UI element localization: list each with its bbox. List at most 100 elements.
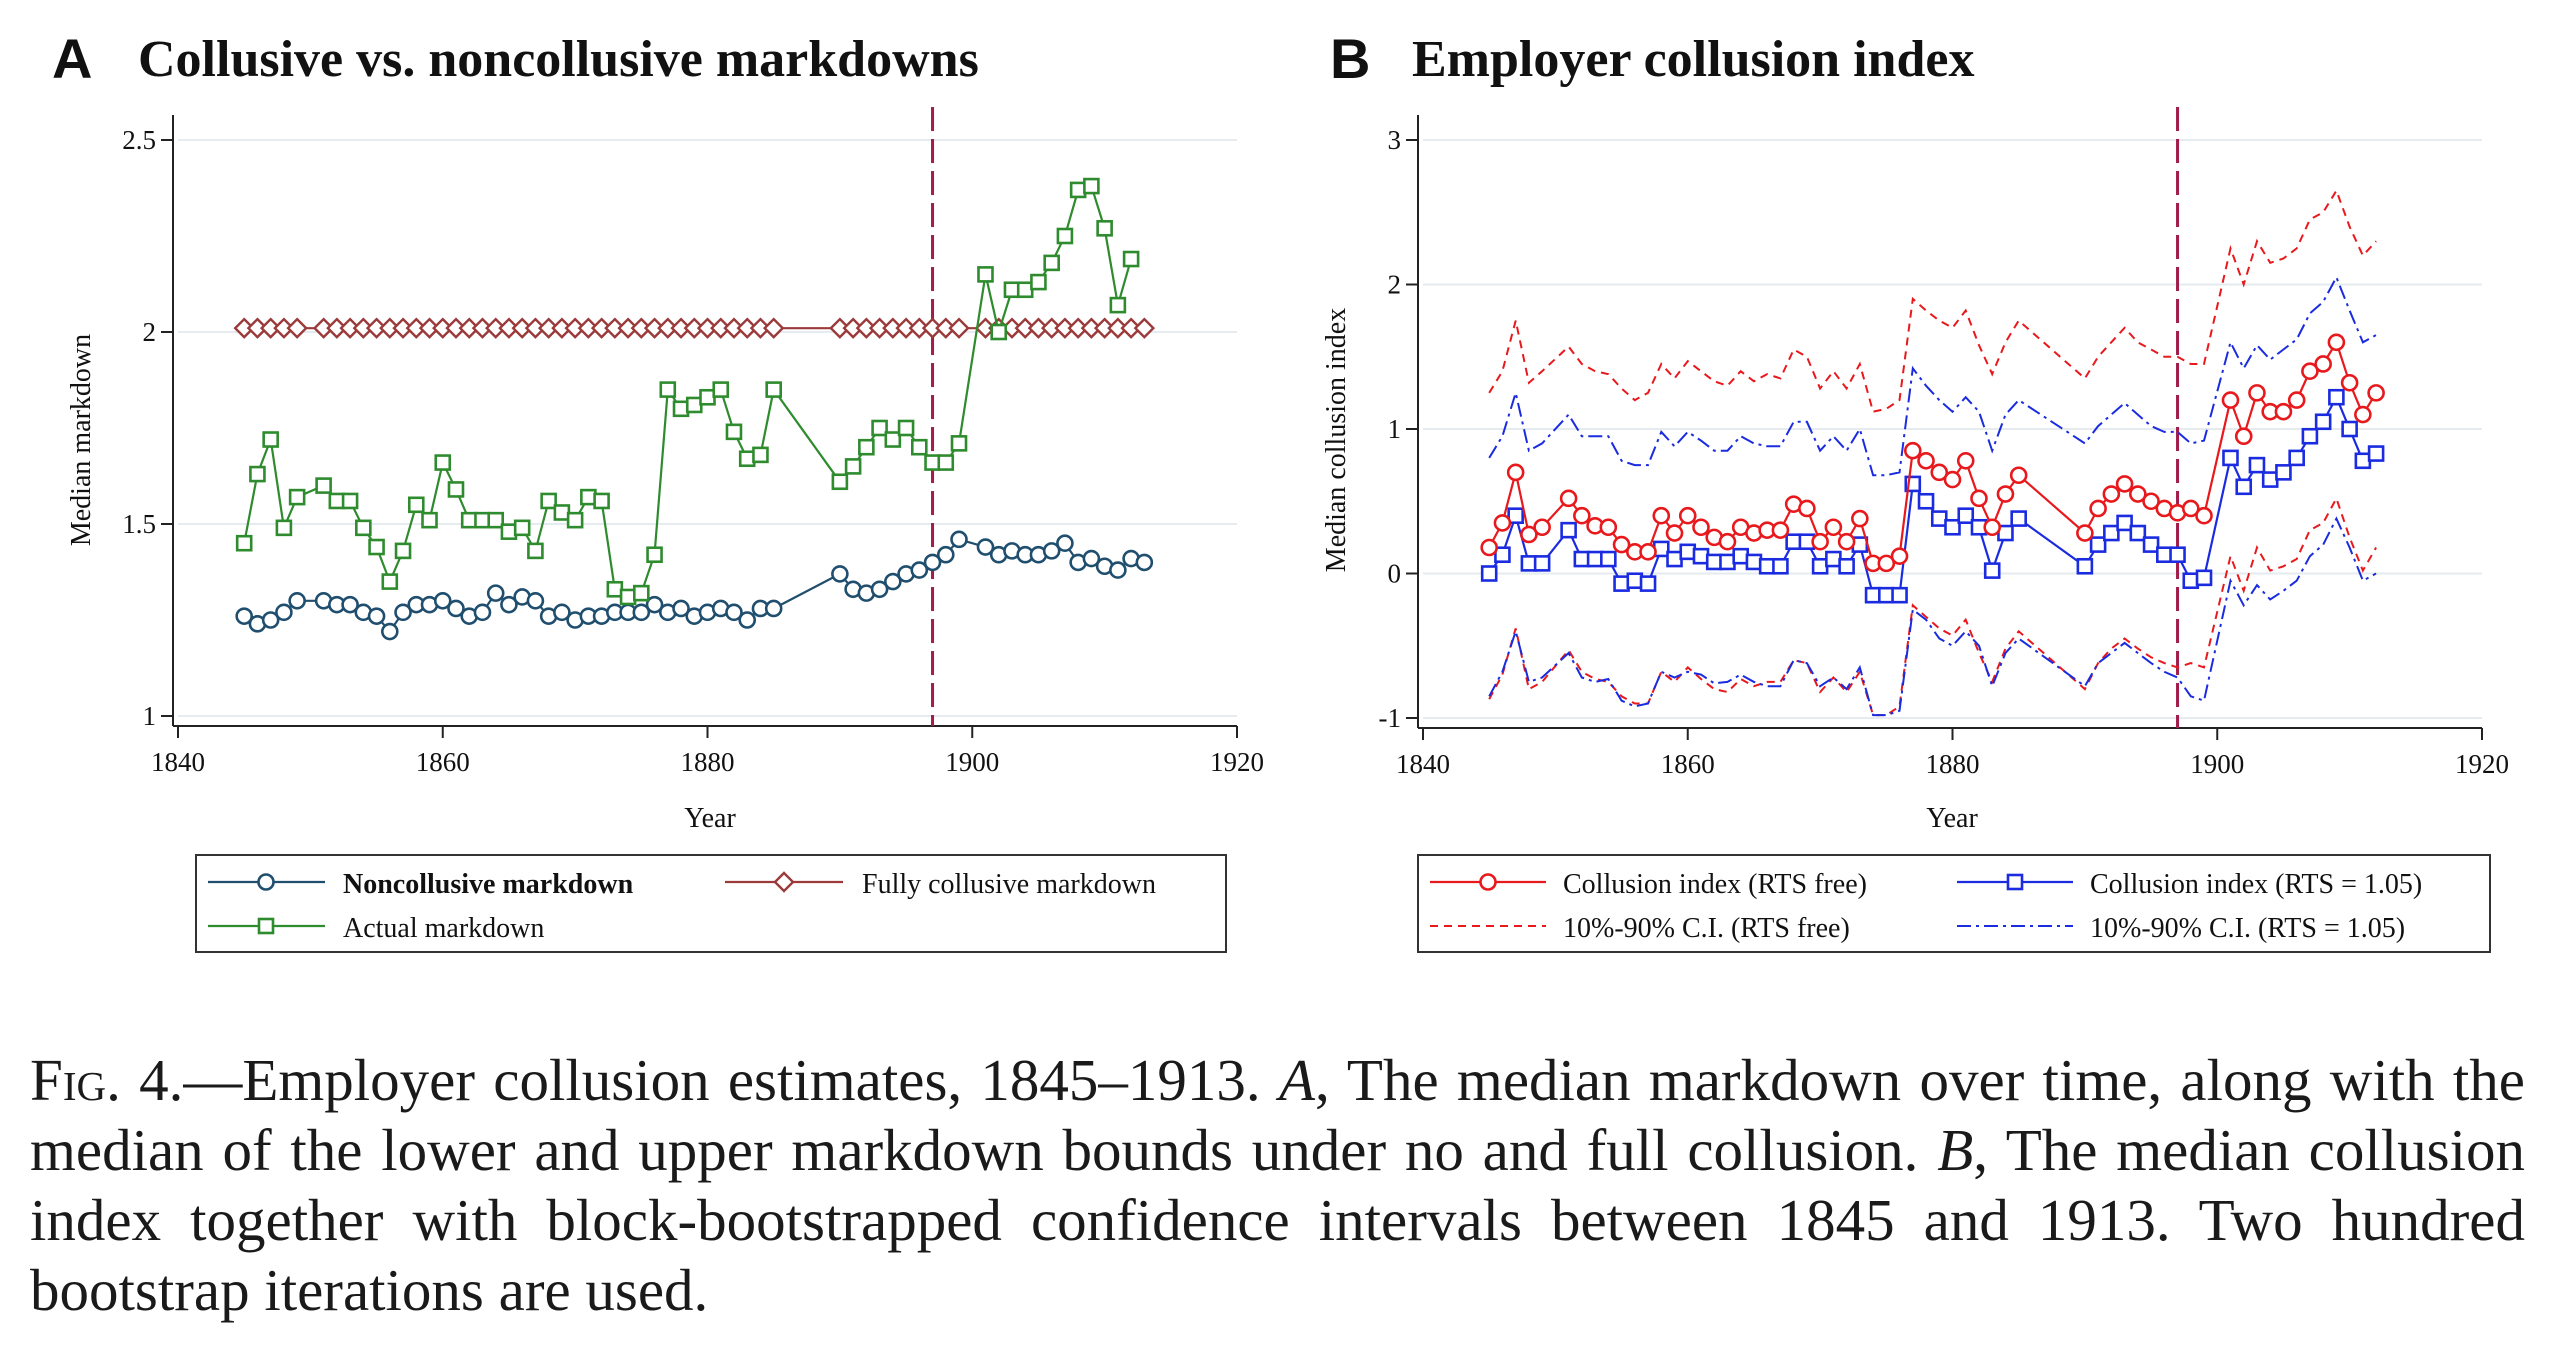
index-rts-105-series-point <box>1825 550 1842 568</box>
panel-b-legend-box <box>1417 854 2491 953</box>
fully-collusive-series-point <box>762 317 785 339</box>
index-rts-free-series-point <box>1917 451 1935 470</box>
index-rts-free-series-point <box>2195 506 2213 525</box>
actual-series-point <box>460 511 478 529</box>
actual-series-point <box>1096 220 1113 237</box>
index-rts-free-series-point <box>2327 333 2346 352</box>
actual-series-point <box>1109 296 1127 314</box>
index-rts-free-series-point <box>1811 532 1829 551</box>
noncollusive-series-point <box>738 611 757 629</box>
index-rts-105-series-point <box>1679 543 1697 561</box>
index-rts-free-series-point <box>1639 543 1657 561</box>
index-rts-105-series-point <box>2182 572 2200 590</box>
actual-series-point <box>685 396 703 414</box>
noncollusive-series-point <box>473 603 492 622</box>
panel-b-plot: -1 0 1 2 3 1840 1860 1880 1900 1920 <box>1379 107 2509 779</box>
x-tick-label: 1860 <box>1661 749 1715 779</box>
index-rts-free-series-point <box>1559 489 1578 508</box>
index-rts-free-series-point <box>2287 391 2306 409</box>
index-rts-free-series-point <box>2221 391 2240 409</box>
actual-series-point <box>844 458 862 475</box>
legend-fully-collusive-marker <box>773 871 795 893</box>
actual-series-point <box>884 431 902 448</box>
panel-a-ylabel: Median markdown <box>66 334 97 546</box>
actual-series-point <box>553 504 571 521</box>
index-rts-105-series-point <box>1639 575 1657 592</box>
legend-ci-rts-105-label: 10%-90% C.I. (RTS = 1.05) <box>2090 913 2405 944</box>
actual-series-point <box>633 584 650 602</box>
index-rts-105-series-point <box>1480 565 1498 582</box>
legend-noncollusive-marker <box>257 873 275 891</box>
index-rts-105-series-point <box>1957 507 1975 525</box>
actual-series-point <box>871 419 888 437</box>
actual-series-point <box>659 381 677 398</box>
index-rts-free-series-point <box>1599 518 1618 537</box>
index-rts-105-series-point <box>1613 575 1630 592</box>
actual-series-point <box>1016 281 1034 299</box>
index-rts-105-series-point <box>1600 550 1617 568</box>
actual-series-point <box>619 588 637 606</box>
index-rts-105-series-point <box>2235 478 2253 496</box>
noncollusive-series-point <box>645 595 664 614</box>
noncollusive-series-point <box>870 580 889 599</box>
x-tick-label: 1880 <box>681 747 735 777</box>
index-rts-free-series-point <box>1943 470 1962 489</box>
fully-collusive-series-point <box>286 317 308 339</box>
legend-noncollusive-label: Noncollusive markdown <box>343 869 634 900</box>
index-rts-105-series-point <box>1864 586 1882 604</box>
actual-series-point <box>341 492 359 510</box>
panel-a-legend-box <box>195 854 1227 953</box>
actual-series-point <box>646 546 663 564</box>
actual-series-point <box>977 266 994 283</box>
caption-text-2: , The median markdown over time, along w… <box>30 1047 2525 1183</box>
index-rts-free-series-point <box>1983 518 2002 537</box>
x-tick-label: 1900 <box>945 747 999 777</box>
index-rts-free-series-point <box>1533 518 1551 537</box>
index-rts-105-series-point <box>1983 562 2001 579</box>
index-rts-free-series-point <box>2248 384 2266 402</box>
noncollusive-series-point <box>950 530 968 549</box>
legend-index-rts-free-marker <box>1479 873 1497 891</box>
panel-a-letter: A <box>52 27 92 90</box>
index-rts-free-series-point <box>1956 451 1975 470</box>
fully-collusive-series-point <box>948 317 970 339</box>
y-tick-label: 2 <box>143 317 157 347</box>
actual-series-point <box>725 423 743 441</box>
index-rts-105-series-point <box>1944 518 1961 536</box>
index-rts-105-series-point <box>1719 553 1736 571</box>
actual-series-point <box>858 438 875 456</box>
index-rts-free-series-point <box>1692 518 1710 537</box>
panel-b-legend: Collusion index (RTS free) Collusion ind… <box>1417 854 2491 953</box>
actual-series-point <box>421 511 438 529</box>
index-rts-free-series-point <box>1930 463 1949 482</box>
index-rts-105-series-point <box>1560 521 1577 539</box>
index-rts-free-series-point <box>2181 499 2200 518</box>
index-rts-105-series-point <box>1626 572 1644 590</box>
actual-series-point <box>540 492 557 510</box>
actual-series-point <box>990 323 1008 341</box>
actual-series-point <box>1003 281 1021 299</box>
actual-series-point <box>381 573 399 590</box>
index-rts-free-series-point <box>1612 535 1631 554</box>
index-rts-105-series-point <box>1573 550 1591 568</box>
legend-actual-marker <box>257 917 275 935</box>
index-rts-105-series-point <box>2275 464 2292 481</box>
noncollusive-series-point <box>923 553 942 572</box>
index-rts-105-series-point <box>2076 557 2094 575</box>
index-rts-free-series <box>1488 339 2378 565</box>
actual-series-point <box>474 511 491 529</box>
noncollusive-series-point <box>1042 542 1061 560</box>
y-tick-label: 2.5 <box>122 125 156 155</box>
index-rts-105-series-point <box>1878 586 1895 604</box>
noncollusive-series-point <box>936 545 955 564</box>
actual-series-point <box>831 473 849 491</box>
index-rts-free-series-point <box>1837 532 1856 551</box>
actual-series-point <box>500 523 518 540</box>
actual-series-point <box>1122 250 1140 268</box>
y-tick-label: 1.5 <box>122 509 156 539</box>
noncollusive-series-point <box>1056 534 1074 553</box>
index-rts-free-series-point <box>1903 441 1922 460</box>
noncollusive-series-point <box>447 599 465 618</box>
actual-series-point <box>712 381 730 398</box>
index-rts-105-series-point <box>2314 413 2332 431</box>
